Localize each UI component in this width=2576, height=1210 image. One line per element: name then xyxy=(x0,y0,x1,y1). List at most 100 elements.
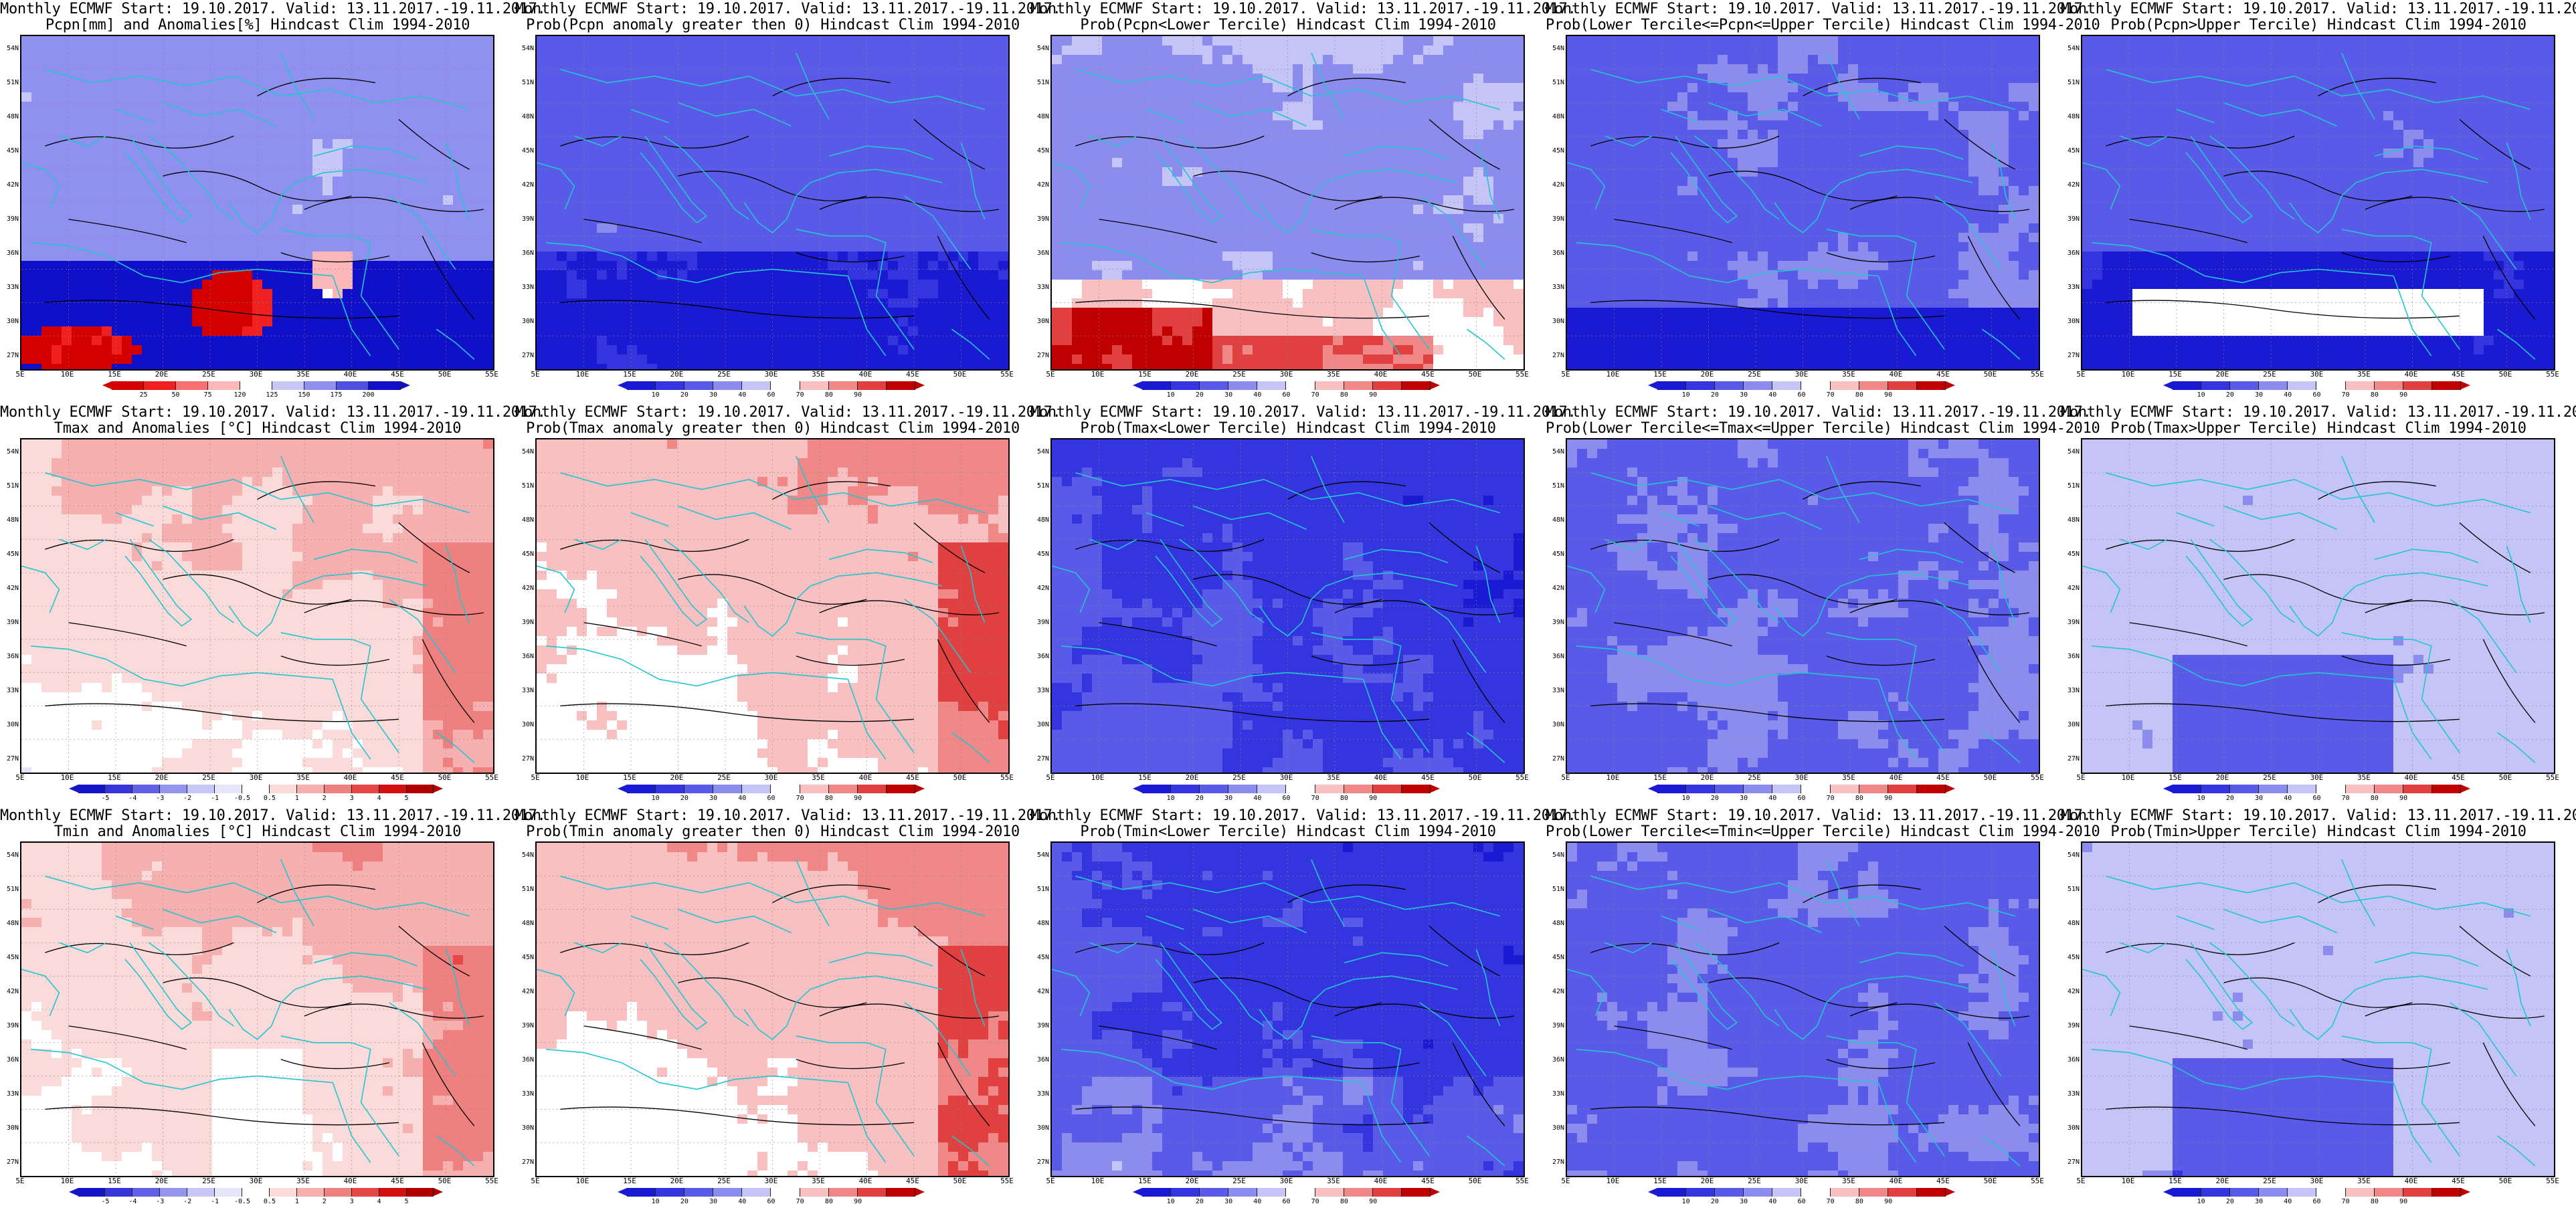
color-bar-label: 60 xyxy=(1273,1199,1300,1205)
color-bar-min-arrow xyxy=(2163,785,2173,793)
color-bar-label: 10 xyxy=(1673,1199,1699,1205)
color-bar-label: 90 xyxy=(844,795,871,802)
color-bar-segment xyxy=(2432,785,2461,793)
color-bar-label: 125 xyxy=(259,392,286,399)
lat-label: 33N xyxy=(3,688,19,694)
lon-label: 15E xyxy=(1131,774,1158,781)
lat-label: 42N xyxy=(3,182,19,189)
color-bar-min-arrow xyxy=(2163,1188,2173,1196)
lon-label: 30E xyxy=(243,371,270,378)
color-bar-min-arrow xyxy=(618,785,627,793)
color-bar-segment xyxy=(2201,785,2230,793)
lat-label: 33N xyxy=(1548,1091,1564,1098)
map-panel-tmin-anom: Monthly ECMWF Start: 19.10.2017. Valid: … xyxy=(0,807,515,1210)
color-bar-segment xyxy=(1402,1188,1431,1197)
color-bar-segment xyxy=(800,785,829,793)
color-bar-max-arrow xyxy=(2461,381,2470,389)
lat-label: 33N xyxy=(2063,688,2080,694)
color-bar-label: 20 xyxy=(671,1199,698,1205)
lon-label: 20E xyxy=(664,371,691,378)
lon-label: 55E xyxy=(2539,774,2566,781)
panel-title-line2: Prob(Tmin<Lower Tercile) Hindcast Clim 1… xyxy=(1030,824,1546,840)
lon-label: 15E xyxy=(101,371,128,378)
color-bar-segment xyxy=(1257,381,1286,390)
color-bar-label: -3 xyxy=(147,1199,173,1205)
panel-title-line1: Monthly ECMWF Start: 19.10.2017. Valid: … xyxy=(0,405,515,421)
map-field-svg xyxy=(2082,843,2554,1176)
color-bar-label: 80 xyxy=(2361,1199,2388,1205)
color-bar-label: 30 xyxy=(1730,795,1757,802)
color-bar-label: 20 xyxy=(2217,795,2243,802)
color-bar-segment xyxy=(713,381,742,390)
lat-label: 51N xyxy=(2063,80,2080,86)
color-bar-segment xyxy=(1772,381,1801,390)
lat-label: 39N xyxy=(3,1023,19,1029)
color-bar-label: 90 xyxy=(1360,795,1386,802)
lat-label: 45N xyxy=(3,551,19,558)
lat-label: 48N xyxy=(1033,517,1049,524)
color-bar-segment xyxy=(1801,381,1830,390)
map-plot-area xyxy=(1566,438,2040,774)
lat-label: 45N xyxy=(518,954,534,961)
lat-label: 27N xyxy=(2063,352,2080,359)
color-bar-label: 60 xyxy=(758,392,785,399)
lat-label: 42N xyxy=(3,585,19,592)
lon-label: 55E xyxy=(2024,1177,2051,1185)
color-bar-segment xyxy=(858,381,887,390)
color-bar-segment xyxy=(1171,381,1200,390)
lon-label: 50E xyxy=(2492,1177,2519,1185)
panel-title-line1: Monthly ECMWF Start: 19.10.2017. Valid: … xyxy=(0,808,515,824)
color-bar-segment xyxy=(829,1188,858,1197)
lat-label: 42N xyxy=(3,989,19,995)
lon-label: 25E xyxy=(1741,1177,1768,1185)
panel-title-line2: Tmax and Anomalies [°C] Hindcast Clim 19… xyxy=(0,421,515,437)
color-bar-label: 70 xyxy=(787,1199,814,1205)
lat-label: 42N xyxy=(2063,989,2080,995)
lon-label: 35E xyxy=(1320,371,1347,378)
lat-label: 51N xyxy=(2063,483,2080,490)
color-bar-label: 40 xyxy=(729,1199,755,1205)
color-bar-label: 1 xyxy=(284,795,310,802)
color-bar-label: 40 xyxy=(729,795,755,802)
lat-label: 48N xyxy=(3,517,19,524)
lat-label: 51N xyxy=(3,80,19,86)
lon-label: 25E xyxy=(1226,774,1253,781)
panel-title-line2: Prob(Tmin anomaly greater then 0) Hindca… xyxy=(515,824,1030,840)
lon-label: 45E xyxy=(2445,371,2472,378)
panel-title-line2: Prob(Tmin>Upper Tercile) Hindcast Clim 1… xyxy=(2061,824,2576,840)
color-bar-label: 10 xyxy=(642,795,669,802)
lon-label: 10E xyxy=(54,1177,81,1185)
panel-title-line1: Monthly ECMWF Start: 19.10.2017. Valid: … xyxy=(0,1,515,17)
color-bar-label: 40 xyxy=(1759,1199,1786,1205)
color-bar-segment xyxy=(1772,785,1801,793)
color-bar-segment xyxy=(1859,1188,1888,1197)
color-bar-label: 90 xyxy=(2390,1199,2417,1205)
lat-label: 33N xyxy=(518,688,534,694)
color-bar-label: 30 xyxy=(700,392,727,399)
color-bar-label: 40 xyxy=(2274,392,2301,399)
lon-label: 10E xyxy=(569,371,596,378)
color-bar-segment xyxy=(627,785,656,793)
color-bar-label: 80 xyxy=(816,392,842,399)
lon-label: 45E xyxy=(2445,774,2472,781)
lat-label: 36N xyxy=(1033,1057,1049,1064)
lon-label: 5E xyxy=(7,774,33,781)
lat-label: 51N xyxy=(518,80,534,86)
color-bar-label: 90 xyxy=(844,1199,871,1205)
color-bar-label: 60 xyxy=(1273,392,1300,399)
lat-label: 27N xyxy=(1033,1159,1049,1166)
color-bar-label: -2 xyxy=(174,1199,201,1205)
color-bar-segment xyxy=(1286,381,1315,390)
lat-label: 27N xyxy=(1033,756,1049,763)
color-bar-segment xyxy=(2346,381,2375,390)
color-bar-segment xyxy=(1801,785,1830,793)
lon-label: 30E xyxy=(2304,774,2330,781)
color-bar-label: 30 xyxy=(2245,795,2272,802)
color-bar-segment xyxy=(771,381,800,390)
color-bar-label: 50 xyxy=(163,392,189,399)
color-bar-label: 3 xyxy=(339,795,365,802)
color-bar-segment xyxy=(1801,1188,1830,1197)
color-bar-label: 80 xyxy=(1331,795,1358,802)
map-field-svg xyxy=(21,843,493,1176)
color-bar-label: 40 xyxy=(1759,392,1786,399)
